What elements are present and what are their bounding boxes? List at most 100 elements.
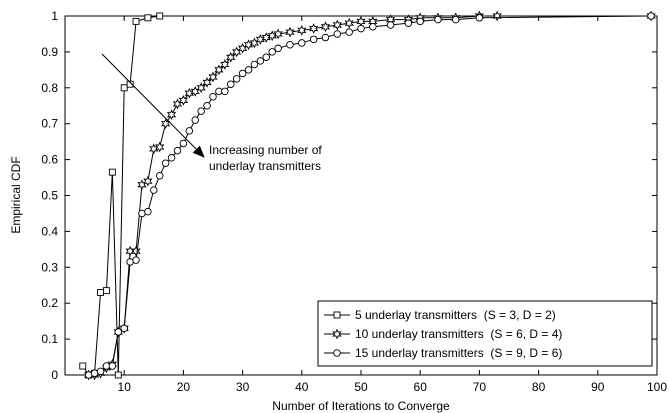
data-point [196, 82, 206, 94]
data-point [344, 17, 354, 29]
data-point [185, 127, 194, 135]
data-point [357, 24, 365, 33]
legend-marker [332, 328, 342, 340]
data-point [143, 175, 153, 187]
data-point [256, 57, 265, 65]
data-point [333, 30, 342, 38]
legend-box [317, 300, 653, 367]
annotation-text-line1: Increasing number of [209, 143, 322, 157]
x-axis-ticks: 10 20 30 40 50 60 70 80 90 100 [118, 16, 667, 394]
data-point [309, 35, 318, 44]
data-point [208, 71, 218, 83]
data-point [647, 12, 655, 20]
data-point [321, 33, 330, 42]
data-point [345, 28, 353, 36]
data-point [132, 256, 140, 264]
x-tick-label: 10 [118, 380, 132, 394]
legend-entry: 10 underlay transmitters (S = 6, D = 4) [324, 327, 562, 341]
series-3 [84, 12, 655, 379]
y-axis-ticks: 0 0.1 0.2 0.3 0.4 0.5 0.6 0.7 0.8 0.9 1 [41, 9, 657, 382]
data-point [120, 324, 128, 333]
data-point [232, 75, 241, 83]
y-tick-label: 0.5 [41, 189, 58, 203]
data-point [166, 109, 177, 121]
data-point [132, 17, 140, 25]
data-point [114, 371, 122, 379]
data-point [451, 15, 460, 24]
data-point [238, 69, 247, 78]
legend-marker [333, 349, 341, 357]
y-tick-label: 0 [51, 368, 58, 382]
data-point [492, 10, 502, 22]
data-point [250, 60, 259, 69]
data-point [268, 48, 276, 56]
legend-label: 5 underlay transmitters (S = 3, D = 2) [355, 308, 556, 322]
data-point [386, 21, 395, 29]
data-point [156, 12, 164, 20]
legend-marker [333, 311, 341, 319]
legend-label: 10 underlay transmitters (S = 6, D = 4) [355, 327, 562, 341]
x-tick-label: 70 [473, 380, 487, 394]
series-layer [79, 10, 656, 381]
x-tick-label: 80 [532, 380, 546, 394]
data-point [191, 116, 199, 124]
data-point [285, 26, 295, 38]
data-point [102, 287, 110, 295]
data-point [144, 207, 152, 216]
series-2 [84, 10, 656, 381]
data-point [203, 101, 211, 110]
data-point [120, 84, 128, 92]
y-tick-label: 0.6 [41, 153, 58, 167]
data-point [416, 17, 424, 26]
data-point [221, 87, 229, 96]
data-point [244, 66, 253, 74]
data-point [220, 59, 230, 70]
legend: 5 underlay transmitters (S = 3, D = 2) 10… [317, 300, 653, 367]
x-tick-label: 100 [647, 380, 667, 394]
x-tick-label: 40 [295, 380, 309, 394]
data-point [273, 28, 283, 40]
data-point [286, 40, 294, 49]
data-point [96, 367, 105, 376]
data-point [179, 139, 188, 148]
data-point [108, 362, 117, 370]
x-tick-label: 90 [591, 380, 605, 394]
data-point [298, 39, 306, 47]
y-tick-label: 0.7 [41, 117, 58, 131]
data-point [274, 44, 282, 53]
data-point [369, 23, 377, 31]
x-tick-label: 20 [177, 380, 191, 394]
data-point [404, 19, 413, 27]
y-tick-label: 0.1 [41, 332, 58, 346]
data-point [209, 93, 217, 101]
data-point [227, 80, 235, 88]
legend-entry: 5 underlay transmitters (S = 3, D = 2) [324, 308, 556, 322]
data-point [144, 14, 152, 22]
data-point [332, 19, 342, 31]
y-tick-label: 0.4 [41, 224, 58, 238]
data-point [167, 154, 176, 162]
data-point [161, 159, 170, 167]
legend-entries: 5 underlay transmitters (S = 3, D = 2) 10… [324, 308, 562, 360]
legend-entry: 15 underlay transmitters (S = 9, D = 6) [324, 346, 562, 360]
data-point [173, 146, 182, 155]
data-point [131, 245, 141, 257]
y-tick-label: 1 [51, 9, 58, 23]
data-point [79, 362, 87, 370]
y-tick-label: 0.8 [41, 81, 58, 95]
data-point [155, 141, 165, 153]
x-tick-label: 60 [414, 380, 428, 394]
data-point [178, 94, 189, 106]
annotation-arrow [101, 53, 205, 158]
y-axis-label: Empirical CDF [9, 156, 23, 233]
data-point [262, 53, 271, 62]
y-tick-label: 0.3 [41, 260, 58, 274]
data-point [197, 107, 205, 115]
data-point [475, 14, 484, 22]
data-point [114, 328, 123, 336]
data-point [308, 23, 319, 34]
data-point [320, 21, 331, 33]
annotation-text-line2: underlay transmitters [209, 159, 321, 173]
x-axis-label: Number of Iterations to Converge [272, 399, 450, 413]
